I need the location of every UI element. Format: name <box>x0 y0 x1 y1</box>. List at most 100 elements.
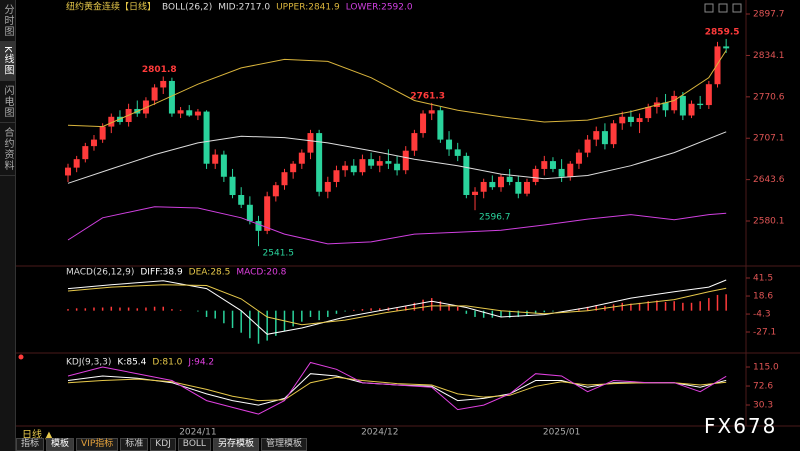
legend-entry: LOWER:2592.0 <box>346 3 413 13</box>
candle-body <box>160 80 167 88</box>
candle-body <box>333 170 340 182</box>
tab[interactable]: 管理模板 <box>260 438 307 451</box>
candle-body <box>359 159 366 173</box>
tab[interactable]: VIP指标 <box>76 438 119 451</box>
candle-body <box>705 84 712 106</box>
candle-body <box>454 149 461 156</box>
tab[interactable]: 指标 <box>16 438 45 451</box>
candle-body <box>394 163 401 171</box>
legend-entry: KDJ(9,3,3) <box>66 358 111 368</box>
candle-body <box>463 155 470 196</box>
window-icon[interactable] <box>718 3 728 13</box>
low-label: 2541.5 <box>263 249 295 259</box>
candle-body <box>506 176 513 182</box>
chart-title: 纽约黄金连续【日线】 <box>66 1 156 13</box>
side-tab[interactable]: 合约资料 <box>0 123 15 176</box>
indicator-line <box>67 361 727 415</box>
candle-body <box>411 133 418 151</box>
y-tick-label: 41.5 <box>753 273 773 283</box>
x-tick-label: 2024/11 <box>179 428 216 438</box>
y-tick-label: -4.3 <box>753 310 771 320</box>
candle-body <box>523 181 530 194</box>
legend-entry: MACD(26,12,9) <box>66 268 134 278</box>
candle-body <box>272 185 279 197</box>
candle-body <box>90 139 97 147</box>
candle-body <box>402 150 409 171</box>
tab[interactable]: KDJ <box>150 438 176 451</box>
candle-body <box>575 152 582 164</box>
candle-body <box>601 131 608 145</box>
candle-body <box>420 113 427 134</box>
y-tick-label: 2643.6 <box>753 175 785 185</box>
candle-body <box>264 196 271 231</box>
boll-line <box>67 131 727 184</box>
candle-body <box>307 133 314 153</box>
candle-body <box>723 46 730 49</box>
candle-body <box>688 103 695 116</box>
candle-body <box>619 116 626 124</box>
tab[interactable]: BOLL <box>177 438 211 451</box>
window-icon[interactable] <box>732 3 742 13</box>
y-tick-label: 2834.1 <box>753 51 785 61</box>
candle-body <box>679 95 686 116</box>
candle-body <box>238 195 245 205</box>
candle-body <box>203 111 210 164</box>
candle-body <box>298 152 305 164</box>
candle-body <box>65 167 71 176</box>
low-label: 2596.7 <box>479 213 511 223</box>
y-tick-label: 2580.1 <box>753 217 785 227</box>
side-tab[interactable]: 分时图 <box>0 0 15 42</box>
y-tick-label: 72.6 <box>753 382 773 392</box>
candle-body <box>368 159 375 166</box>
candle-body <box>697 103 704 106</box>
toolbar: 指标 模板 VIP指标 标准 KDJ BOLL 另存模板 管理模板 <box>16 438 307 451</box>
legend-entry: BOLL(26,2) <box>162 3 212 13</box>
candle-body <box>99 126 106 140</box>
side-tab[interactable]: 闪电图 <box>0 81 15 123</box>
candle-body <box>385 161 392 164</box>
candle-body <box>428 110 435 114</box>
candle-body <box>472 191 479 196</box>
tab[interactable]: 标准 <box>120 438 149 451</box>
candle-body <box>376 161 383 166</box>
panel-marker <box>18 354 24 360</box>
y-tick-label: 2707.1 <box>753 134 785 144</box>
window-icon[interactable] <box>704 3 714 13</box>
period-button[interactable]: 日线 ▲ <box>22 430 53 441</box>
legend-entry: UPPER:2841.9 <box>276 3 340 13</box>
candle-body <box>220 154 227 177</box>
indicator-line <box>67 373 727 406</box>
candle-body <box>610 123 617 145</box>
legend-entry: J:94.2 <box>187 358 214 368</box>
tab[interactable]: 另存模板 <box>212 438 259 451</box>
sidebar: 分时图 K线图 闪电图 合约资料 <box>0 0 16 451</box>
candle-body <box>177 110 184 114</box>
candle-body <box>480 181 487 192</box>
candle-body <box>662 102 669 111</box>
candle-body <box>342 165 349 171</box>
legend-entry: DIFF:38.9 <box>140 268 183 278</box>
candle-body <box>671 95 678 111</box>
candle-body <box>73 159 80 168</box>
legend-entry: K:85.4 <box>117 358 146 368</box>
candle-body <box>446 139 453 150</box>
candle-body <box>350 165 357 173</box>
side-tab[interactable]: K线图 <box>0 42 15 81</box>
legend-entry: MID:2717.0 <box>218 3 270 13</box>
legend-entry: DEA:28.5 <box>189 268 231 278</box>
candle-body <box>246 204 253 222</box>
x-tick-label: 2024/12 <box>361 428 398 438</box>
candle-body <box>541 161 548 169</box>
candle-body <box>290 163 297 173</box>
tab[interactable]: 模板 <box>46 438 75 451</box>
candle-body <box>437 110 444 140</box>
high-label: 2859.5 <box>705 27 740 37</box>
y-tick-label: 30.3 <box>753 400 773 410</box>
candle-body <box>324 181 331 192</box>
x-tick-label: 2025/01 <box>543 428 580 438</box>
candle-body <box>489 181 496 188</box>
candle-body <box>558 168 565 177</box>
candle-body <box>229 176 236 196</box>
